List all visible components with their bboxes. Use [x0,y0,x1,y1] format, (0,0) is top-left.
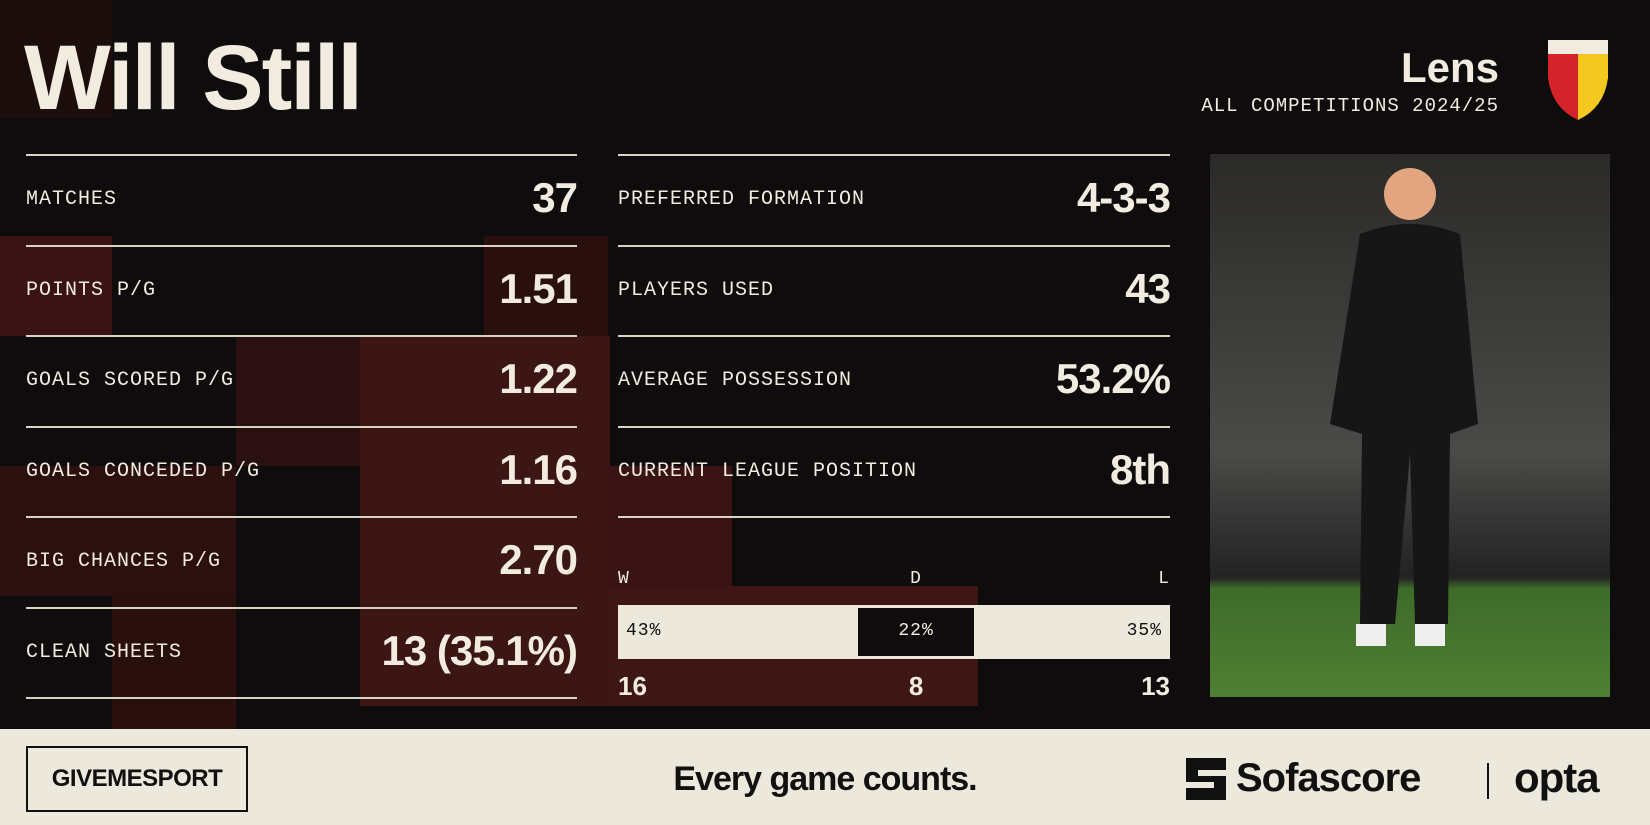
row-rule [26,697,577,699]
result-letter: L [1158,569,1170,589]
bg-square [0,466,236,596]
row-rule [618,154,1170,156]
stat-value: 53.2% [1055,355,1171,402]
stat-label: AVERAGE POSSESSION [618,369,853,392]
stat-value: 1.22 [499,355,578,402]
crest-left [1548,54,1578,120]
result-letter: W [618,569,630,589]
stat-label: PLAYERS USED [618,278,775,302]
stat-value: 1.16 [499,445,578,493]
result-letter: D [910,569,922,589]
result-pct: 35% [1126,621,1162,641]
bg-square [0,0,112,118]
result-segment [855,605,977,659]
crest-band [1548,40,1608,54]
result-pct: 22% [898,621,934,641]
bg-square [0,236,112,336]
stat-label: POINTS P/G [26,278,157,302]
stat-label: GOALS SCORED P/G [26,369,235,392]
stat-value: 43 [1125,264,1171,312]
stat-label: CLEAN SHEETS [26,640,183,664]
club-crest [1548,40,1608,120]
stat-label: GOALS CONCEDED P/G [26,459,261,483]
subtitle: ALL COMPETITIONS 2024/25 [1201,95,1499,117]
stat-value: 37 [532,174,578,221]
result-pct: 43% [626,621,662,641]
row-rule [26,335,577,337]
crest-right [1578,54,1608,120]
brand: GIVEMESPORT [26,746,248,812]
row-rule [26,154,577,156]
row-rule [618,335,1170,337]
tagline: Every game counts. [673,760,977,798]
stat-value: 8th [1110,445,1171,493]
result-segment [618,605,856,659]
bg-square [360,336,610,706]
result-count: 8 [908,671,924,701]
result-count: 16 [618,671,647,701]
result-segment [976,605,1170,659]
bg-square [236,336,360,466]
row-rule [618,425,1170,428]
bg-square [608,466,732,586]
sofascore-icon [1186,758,1226,800]
footer [0,729,1650,825]
stat-label: BIG CHANCES P/G [26,550,222,573]
divider [1487,763,1489,799]
row-rule [618,244,1170,247]
row-rule [618,516,1170,518]
stat-label: PREFERRED FORMATION [618,188,866,211]
figure-body [1330,224,1478,624]
title: Will Still [24,27,363,129]
opta: opta [1514,754,1600,801]
result-count: 13 [1141,671,1170,701]
row-rule [26,516,577,518]
team-name: Lens [1400,44,1499,91]
sofascore: Sofascore [1236,756,1421,800]
stat-label: MATCHES [26,188,118,211]
bg-square [484,236,608,336]
row-rule [26,425,577,428]
stat-value: 13 (35.1%) [381,626,578,674]
stat-value: 1.51 [499,264,578,312]
stat-value: 4-3-3 [1076,174,1171,221]
bg-square [112,596,236,729]
row-rule [26,606,577,609]
figure-shoe [1356,624,1386,646]
icon-shape [1186,758,1226,800]
row-rule [26,244,577,247]
stat-value: 2.70 [499,536,578,583]
figure-shoe [1415,624,1445,646]
stat-label: CURRENT LEAGUE POSITION [618,459,918,483]
photo [1210,154,1610,697]
figure-head [1384,168,1436,220]
